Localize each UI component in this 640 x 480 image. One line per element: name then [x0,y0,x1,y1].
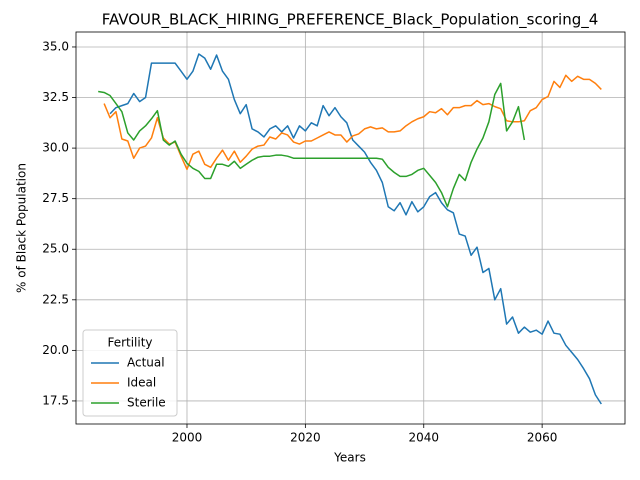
data-line [103,74,602,171]
y-tick-label: 20.0 [42,343,69,357]
legend-label: Ideal [127,376,156,390]
x-tick-label: 2020 [290,431,321,445]
y-tick-label: 17.5 [42,393,69,407]
legend-label: Sterile [127,396,166,410]
legend-box [82,329,178,417]
plot-frame [75,31,626,425]
legend-label: Actual [127,356,165,370]
y-tick-label: 27.5 [42,191,69,205]
y-tick-label: 30.0 [42,141,69,155]
y-axis-label: % of Black Population [15,163,29,293]
legend-title: Fertility [107,336,152,350]
data-line [98,82,526,208]
chart-title: FAVOUR_BLACK_HIRING_PREFERENCE_Black_Pop… [102,11,599,30]
y-tick-label: 22.5 [42,292,69,306]
x-tick-label: 2060 [527,431,558,445]
x-tick-label: 2000 [172,431,203,445]
x-tick-label: 2040 [408,431,439,445]
x-axis-label: Years [333,451,366,465]
y-tick-label: 25.0 [42,242,69,256]
y-tick-label: 32.5 [42,90,69,104]
data-line [109,53,602,405]
y-tick-label: 35.0 [42,39,69,53]
